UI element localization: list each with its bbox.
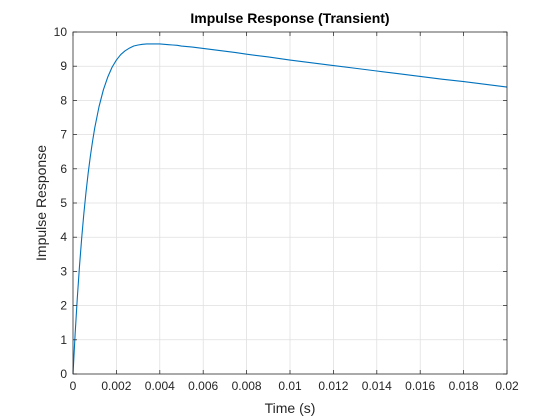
y-tick-label: 4 xyxy=(60,230,67,244)
x-tick-label: 0.008 xyxy=(232,379,262,393)
x-tick-label: 0.012 xyxy=(318,379,348,393)
y-axis-title: Impulse Response xyxy=(33,145,49,261)
ticks: 0 0.002 0.004 0.006 0.008 0.01 0.012 0.014 0.016… xyxy=(54,25,519,393)
y-tick-label: 0 xyxy=(60,367,67,381)
x-tick-label: 0.002 xyxy=(101,379,131,393)
y-tick-label: 7 xyxy=(60,128,67,142)
x-tick-label: 0.014 xyxy=(362,379,392,393)
x-tick-label: 0.016 xyxy=(405,379,435,393)
x-tick-label: 0.018 xyxy=(449,379,479,393)
x-tick-label: 0 xyxy=(70,379,77,393)
y-tick-label: 8 xyxy=(60,93,67,107)
y-tick-label: 3 xyxy=(60,264,67,278)
y-tick-label: 5 xyxy=(60,196,67,210)
x-axis-title: Time (s) xyxy=(265,400,316,416)
y-tick-label: 1 xyxy=(60,333,67,347)
chart-title: Impulse Response (Transient) xyxy=(190,10,389,26)
response-line xyxy=(72,43,508,375)
x-tick-label: 0.006 xyxy=(188,379,218,393)
y-tick-label: 9 xyxy=(60,59,67,73)
series-layer xyxy=(72,43,508,375)
x-tick-label: 0.02 xyxy=(495,379,519,393)
x-tick-label: 0.01 xyxy=(278,379,302,393)
y-tick-label: 10 xyxy=(54,25,68,39)
y-tick-label: 2 xyxy=(60,299,67,313)
x-tick-label: 0.004 xyxy=(145,379,175,393)
y-tick-label: 6 xyxy=(60,162,67,176)
